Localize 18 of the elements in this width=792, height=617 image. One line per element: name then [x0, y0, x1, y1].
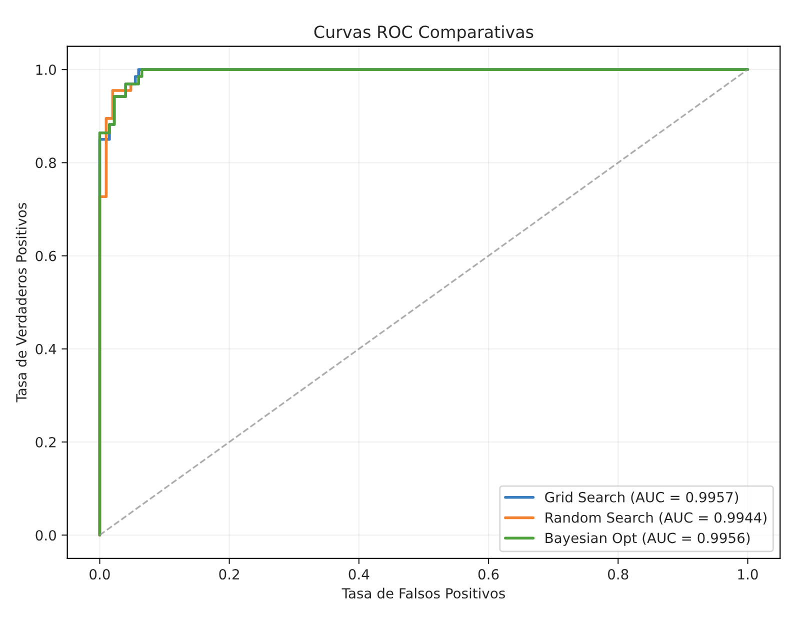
chart-title: Curvas ROC Comparativas	[314, 25, 534, 42]
y-tick-label: 0.4	[36, 344, 56, 354]
y-axis-title: Tasa de Verdaderos Positivos	[16, 202, 27, 402]
legend-label: Random Search (AUC = 0.9944)	[546, 512, 766, 524]
x-axis-title: Tasa de Falsos Positivos	[342, 588, 505, 599]
legend-label: Bayesian Opt (AUC = 0.9956)	[546, 532, 750, 546]
x-tick-label: 0.8	[608, 569, 628, 580]
x-tick-label: 0.4	[348, 569, 370, 580]
y-tick-label: 0.2	[36, 436, 56, 448]
y-tick-label: 0.8	[36, 158, 56, 168]
y-tick-label: 0.6	[36, 250, 56, 262]
x-tick-label: 0.0	[90, 569, 110, 580]
x-tick-label: 1.0	[738, 569, 758, 580]
legend-label: Grid Search (AUC = 0.9957)	[545, 492, 738, 504]
x-tick-label: 0.2	[219, 569, 239, 580]
x-tick-label: 0.6	[478, 569, 499, 580]
y-tick-label: 1.0	[36, 64, 56, 76]
y-tick-label: 0.0	[36, 530, 56, 541]
